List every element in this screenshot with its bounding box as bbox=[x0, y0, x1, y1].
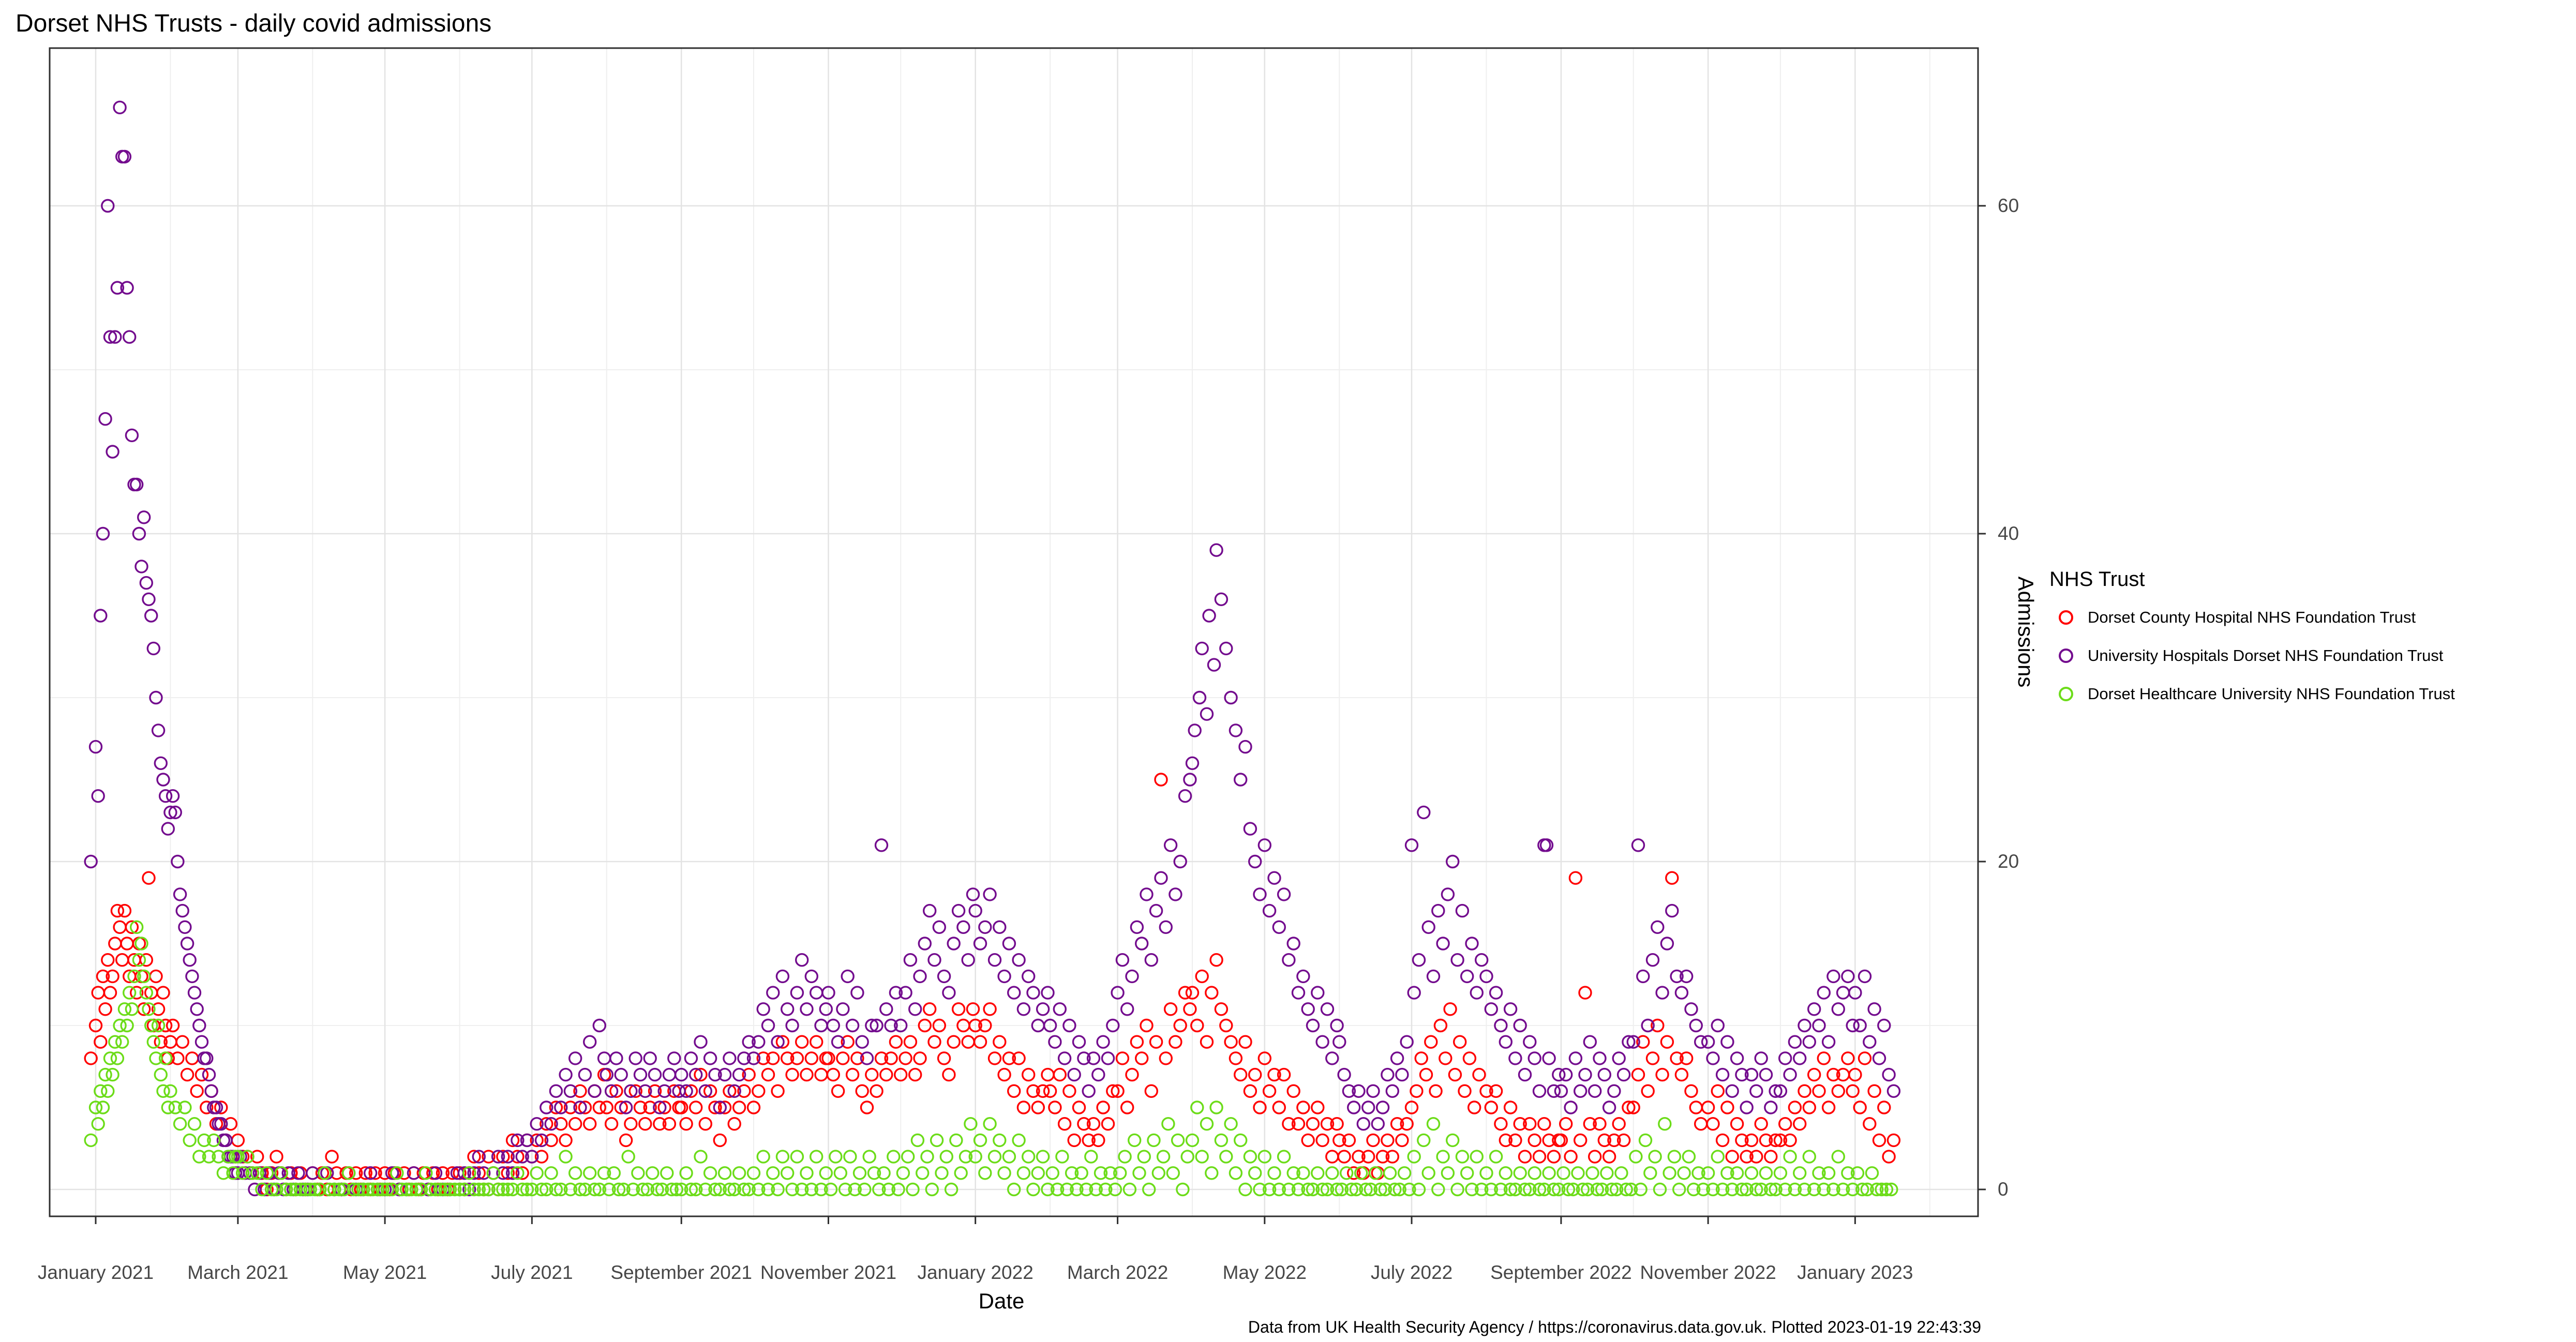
y-tick-label: 60 bbox=[1998, 194, 2019, 216]
legend-key-circle-purple bbox=[2059, 649, 2073, 663]
legend-label: Dorset County Hospital NHS Foundation Tr… bbox=[2088, 608, 2416, 626]
panel-border bbox=[49, 47, 1979, 1217]
y-tick-label: 20 bbox=[1998, 850, 2019, 872]
x-axis-title: Date bbox=[978, 1289, 1025, 1313]
series-points-2 bbox=[84, 920, 1898, 1197]
y-tick-label: 40 bbox=[1998, 522, 2019, 544]
x-tick-label: January 2022 bbox=[917, 1262, 1034, 1283]
legend-item-dorset-county: Dorset County Hospital NHS Foundation Tr… bbox=[2049, 608, 2574, 626]
x-tick-label: January 2021 bbox=[37, 1262, 154, 1283]
legend-item-dorset-healthcare: Dorset Healthcare University NHS Foundat… bbox=[2049, 685, 2574, 703]
data-source-note: Data from UK Health Security Agency / ht… bbox=[1248, 1318, 1981, 1336]
plot-panel bbox=[50, 48, 1978, 1216]
x-tick-label: May 2022 bbox=[1222, 1262, 1307, 1283]
x-tick-label: January 2023 bbox=[1797, 1262, 1913, 1283]
x-tick-label: March 2021 bbox=[187, 1262, 289, 1283]
legend: NHS Trust Dorset County Hospital NHS Fou… bbox=[2049, 568, 2574, 723]
y-axis-title: Admissions bbox=[2014, 576, 2038, 688]
legend-item-university-hospitals: University Hospitals Dorset NHS Foundati… bbox=[2049, 646, 2574, 665]
x-tick-label: September 2021 bbox=[610, 1262, 753, 1283]
legend-key-circle-green bbox=[2059, 687, 2073, 701]
x-tick-label: March 2022 bbox=[1067, 1262, 1169, 1283]
legend-label: Dorset Healthcare University NHS Foundat… bbox=[2088, 685, 2455, 703]
x-tick-label: July 2022 bbox=[1370, 1262, 1453, 1283]
y-tick-label: 0 bbox=[1998, 1179, 2009, 1200]
legend-key-circle-red bbox=[2059, 610, 2073, 625]
legend-title: NHS Trust bbox=[2049, 568, 2145, 591]
chart-title: Dorset NHS Trusts - daily covid admissio… bbox=[16, 10, 492, 37]
x-tick-label: November 2021 bbox=[760, 1262, 897, 1283]
x-tick-label: September 2022 bbox=[1490, 1262, 1632, 1283]
axis-tick-marks bbox=[95, 205, 1986, 1224]
x-tick-label: November 2022 bbox=[1640, 1262, 1776, 1283]
x-tick-label: July 2021 bbox=[491, 1262, 573, 1283]
legend-label: University Hospitals Dorset NHS Foundati… bbox=[2088, 646, 2444, 665]
x-tick-label: May 2021 bbox=[342, 1262, 427, 1283]
